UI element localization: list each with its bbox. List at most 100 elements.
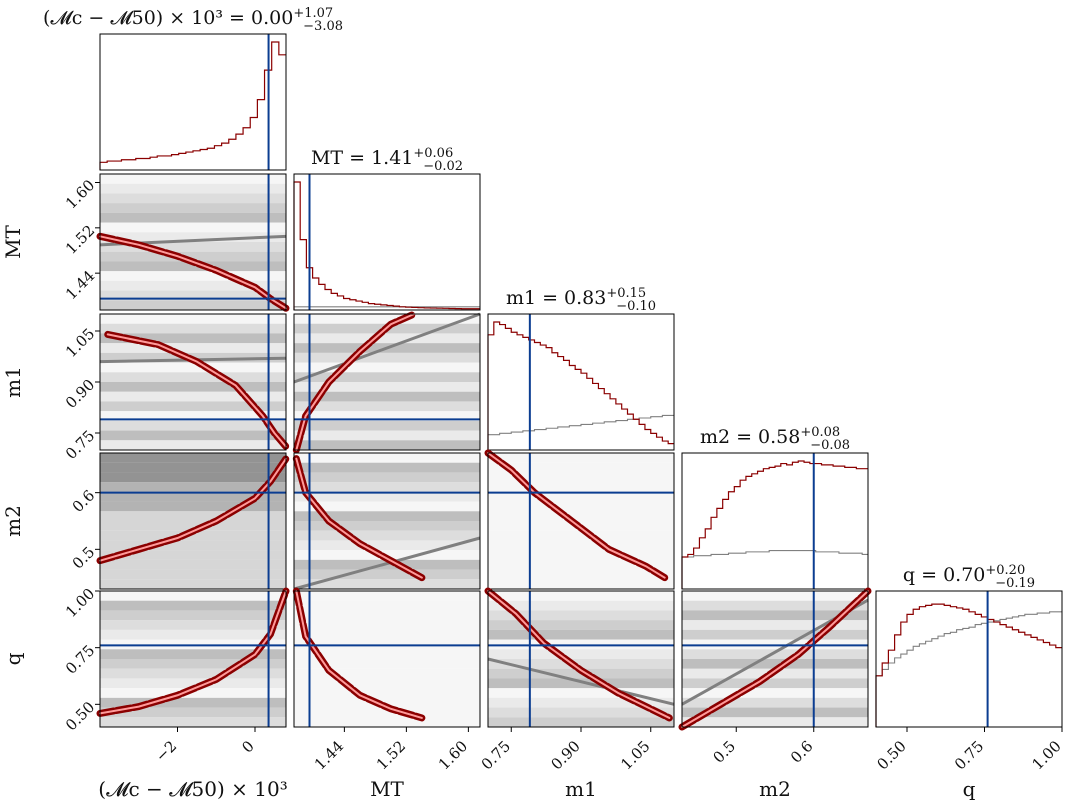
panel-dMc-dMc: (𝓜c − 𝓜50) × 10³ = 0.00+1.07 −3.08 bbox=[43, 6, 343, 171]
density-cell bbox=[294, 688, 480, 698]
y-tick-label: 0.50 bbox=[62, 698, 98, 734]
density-cell bbox=[294, 411, 480, 421]
y-axis-label-m1: m1 bbox=[1, 366, 25, 398]
posterior-contour-inner bbox=[487, 590, 671, 719]
density-cell bbox=[488, 550, 674, 560]
x-tick-label: 1.60 bbox=[435, 737, 471, 773]
hist-posterior-dMc bbox=[99, 41, 286, 170]
density-cell bbox=[100, 362, 286, 373]
posterior-contour-inner bbox=[487, 452, 666, 579]
density-cell bbox=[100, 569, 286, 580]
density-cell bbox=[100, 610, 286, 621]
density-cell bbox=[682, 629, 868, 640]
title-main: m2 = 0.58 bbox=[700, 426, 800, 448]
y-tick-label: 1.00 bbox=[62, 585, 98, 621]
density-cell bbox=[488, 591, 674, 601]
density-cell bbox=[488, 482, 674, 492]
title-m1: m1 = 0.83+0.15 −0.10 bbox=[506, 286, 656, 314]
density-cell bbox=[682, 610, 868, 621]
density-cell bbox=[488, 649, 674, 659]
panel-frame bbox=[487, 452, 675, 590]
title-minus: −0.08 bbox=[810, 438, 850, 453]
x-tick-label: 0.90 bbox=[547, 737, 583, 773]
panel-frame bbox=[293, 452, 481, 590]
panel-m2-m1 bbox=[484, 449, 675, 590]
x-tick-label: 1.05 bbox=[617, 737, 653, 773]
density-cell bbox=[100, 530, 286, 541]
density-cell bbox=[100, 323, 286, 334]
panel-frame bbox=[293, 313, 481, 451]
title-main: m1 = 0.83 bbox=[506, 287, 606, 309]
title-MT: MT = 1.41+0.06 −0.02 bbox=[311, 146, 463, 174]
density-cell bbox=[294, 659, 480, 669]
y-tick-label: 1.60 bbox=[62, 176, 98, 212]
title-m2: m2 = 0.58+0.08 −0.08 bbox=[700, 425, 850, 453]
density-cell bbox=[488, 620, 674, 630]
panel-frame bbox=[293, 590, 481, 728]
panel-frame bbox=[99, 590, 287, 728]
density-cell bbox=[488, 697, 674, 708]
posterior-contour-inner bbox=[99, 590, 287, 715]
panel-m1-m1: m1 = 0.83+0.15 −0.10 bbox=[487, 286, 675, 451]
y-tick-label: 0.6 bbox=[69, 486, 99, 516]
panel-MT-dMc bbox=[96, 173, 290, 312]
title-main: q = 0.70 bbox=[903, 564, 985, 586]
density-cell bbox=[682, 649, 868, 659]
title-main: MT = 1.41 bbox=[311, 147, 413, 169]
density-cell bbox=[682, 600, 868, 611]
density-cell bbox=[100, 300, 286, 310]
density-cell bbox=[100, 290, 286, 301]
hist-posterior-MT bbox=[293, 181, 480, 310]
density-cell bbox=[488, 530, 674, 541]
density-cell bbox=[682, 659, 868, 669]
density-cell bbox=[100, 174, 286, 184]
density-cell bbox=[294, 491, 480, 502]
density-cell bbox=[100, 183, 286, 194]
title-main: (𝓜c − 𝓜50) × 10³ = 0.00 bbox=[43, 7, 293, 29]
density-cell bbox=[294, 401, 480, 412]
panel-m1-MT bbox=[292, 310, 481, 454]
density-cell bbox=[100, 333, 286, 344]
y-tick-label: 1.05 bbox=[62, 325, 98, 361]
density-cell bbox=[488, 501, 674, 512]
density-cell bbox=[100, 649, 286, 659]
y-tick-label: 0.75 bbox=[62, 641, 98, 677]
density-cell bbox=[100, 678, 286, 689]
posterior-contour-inner bbox=[295, 313, 416, 451]
density-cell bbox=[488, 472, 674, 483]
panel-frame bbox=[875, 590, 1063, 728]
density-cell bbox=[100, 659, 286, 669]
density-cell bbox=[100, 222, 286, 233]
hist-background bbox=[682, 453, 868, 589]
x-tick-label: 0.5 bbox=[709, 737, 739, 767]
density-cell bbox=[100, 212, 286, 223]
density-cell bbox=[100, 511, 286, 521]
hist-prior-MT bbox=[293, 306, 480, 310]
density-cell bbox=[488, 600, 674, 611]
hist-posterior-m1 bbox=[487, 321, 674, 450]
x-tick-label: 0.75 bbox=[478, 737, 514, 773]
density-cell bbox=[100, 559, 286, 570]
density-cell bbox=[100, 440, 286, 450]
density-cell bbox=[682, 697, 868, 708]
density-cell bbox=[100, 550, 286, 560]
density-cell bbox=[100, 540, 286, 551]
density-cell bbox=[294, 382, 480, 392]
panel-m2-dMc bbox=[96, 452, 290, 590]
density-cell bbox=[294, 482, 480, 492]
density-cell bbox=[294, 569, 480, 580]
x-axis-label-m1: m1 bbox=[565, 777, 597, 801]
density-cell bbox=[294, 391, 480, 402]
density-cell bbox=[294, 610, 480, 621]
density-cell bbox=[100, 697, 286, 708]
density-cell bbox=[488, 610, 674, 621]
density-cell bbox=[682, 591, 868, 601]
density-cell bbox=[488, 569, 674, 580]
panel-m1-dMc bbox=[99, 313, 290, 451]
density-cell bbox=[488, 453, 674, 463]
y-tick-label: 0.5 bbox=[69, 543, 99, 573]
density-cell bbox=[100, 382, 286, 392]
density-cell bbox=[294, 420, 480, 431]
density-cell bbox=[294, 678, 480, 689]
